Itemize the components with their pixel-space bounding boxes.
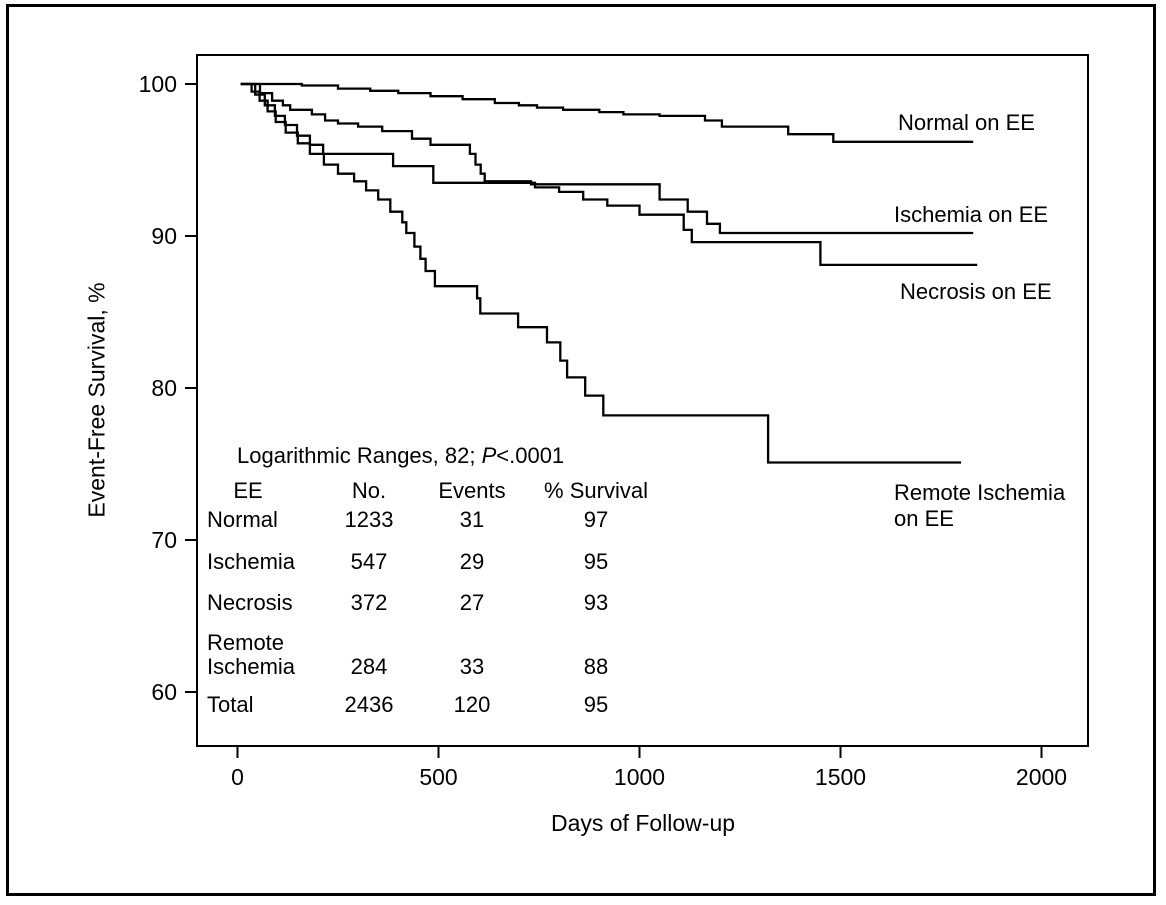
- curve-label-3: Necrosis on EE: [900, 279, 1052, 305]
- row-survival: 95: [583, 549, 609, 574]
- x-tick-label: 1000: [613, 764, 666, 790]
- logrank-annotation: Logarithmic Ranges, 82; P<.0001: [237, 443, 564, 469]
- row-events: 33: [459, 654, 485, 679]
- summary-table-header: EE: [233, 478, 263, 503]
- row-events: 31: [459, 507, 485, 532]
- row-events: 120: [453, 692, 491, 717]
- curve-label-1: Normal on EE: [898, 110, 1035, 136]
- summary-table-header: No.: [351, 478, 387, 503]
- curve-label-line: Normal on EE: [898, 110, 1035, 135]
- row-label-line: Necrosis: [207, 590, 293, 615]
- summary-table-header: Events: [438, 478, 506, 503]
- x-axis-title: Days of Follow-up: [550, 810, 736, 836]
- row-label: Total: [207, 693, 319, 717]
- row-label-line: Total: [207, 692, 254, 717]
- x-tick-label: 0: [231, 764, 244, 790]
- row-label-line: Ischemia: [207, 654, 296, 679]
- summary-table-header-row: EE No. Events % Survival: [207, 476, 667, 503]
- x-tick-label: 1500: [814, 764, 867, 790]
- y-tick-label: 70: [151, 527, 177, 553]
- row-no: 1233: [344, 507, 394, 532]
- curve-label-line: Necrosis on EE: [900, 279, 1052, 304]
- curve-label-line: Remote Ischemia: [894, 480, 1066, 505]
- row-no: 284: [350, 654, 388, 679]
- row-label: Normal: [207, 508, 319, 532]
- row-survival: 88: [583, 654, 609, 679]
- y-tick-label: 100: [138, 71, 177, 97]
- y-tick-label: 60: [151, 679, 177, 705]
- row-survival: 95: [583, 692, 609, 717]
- axes: [185, 54, 1089, 758]
- summary-table: EE No. Events% Survival Normal 1233 31 97 Ische…: [207, 476, 667, 717]
- row-events: 27: [459, 590, 485, 615]
- summary-table-row: Ischemia 547 29 95: [207, 532, 667, 574]
- summary-table-row: Total 2436 120 95: [207, 679, 667, 717]
- curve-label-line: Ischemia on EE: [894, 202, 1049, 227]
- row-label-line: Remote: [207, 630, 285, 655]
- row-label-line: Ischemia: [207, 549, 296, 574]
- row-no: 547: [350, 549, 388, 574]
- row-label: Remote Ischemia: [207, 631, 319, 679]
- x-tick-label: 2000: [1015, 764, 1068, 790]
- x-tick-label: 500: [419, 764, 458, 790]
- survival-curve-4: [240, 82, 962, 464]
- curve-label-line: on EE: [894, 506, 954, 531]
- survival-curve-2: [240, 82, 974, 235]
- logrank-text: Logarithmic Ranges, 82;: [237, 443, 482, 468]
- row-no: 2436: [344, 692, 394, 717]
- summary-table-header: % Survival: [544, 478, 648, 503]
- summary-table-row: Remote Ischemia 284 33 88: [207, 615, 667, 679]
- plot-box: [196, 54, 1089, 747]
- curve-label-2: Ischemia on EE: [894, 202, 1048, 228]
- summary-table-row: Necrosis 372 27 93: [207, 574, 667, 615]
- y-tick-label: 80: [151, 375, 177, 401]
- row-label: Ischemia: [207, 550, 319, 574]
- row-label: Necrosis: [207, 591, 319, 615]
- figure-border: [6, 4, 1156, 896]
- row-label-line: Normal: [207, 507, 278, 532]
- row-survival: 93: [583, 590, 609, 615]
- survival-curve-1: [240, 82, 974, 143]
- summary-table-row: Normal 1233 31 97: [207, 503, 667, 532]
- row-survival: 97: [583, 507, 609, 532]
- row-events: 29: [459, 549, 485, 574]
- curve-label-4: Remote Ischemia on EE: [894, 480, 1065, 532]
- p-value: <.0001: [496, 443, 565, 468]
- row-no: 372: [350, 590, 388, 615]
- survival-curves: [240, 82, 978, 464]
- p-symbol: P: [481, 443, 497, 468]
- y-tick-label: 90: [151, 223, 177, 249]
